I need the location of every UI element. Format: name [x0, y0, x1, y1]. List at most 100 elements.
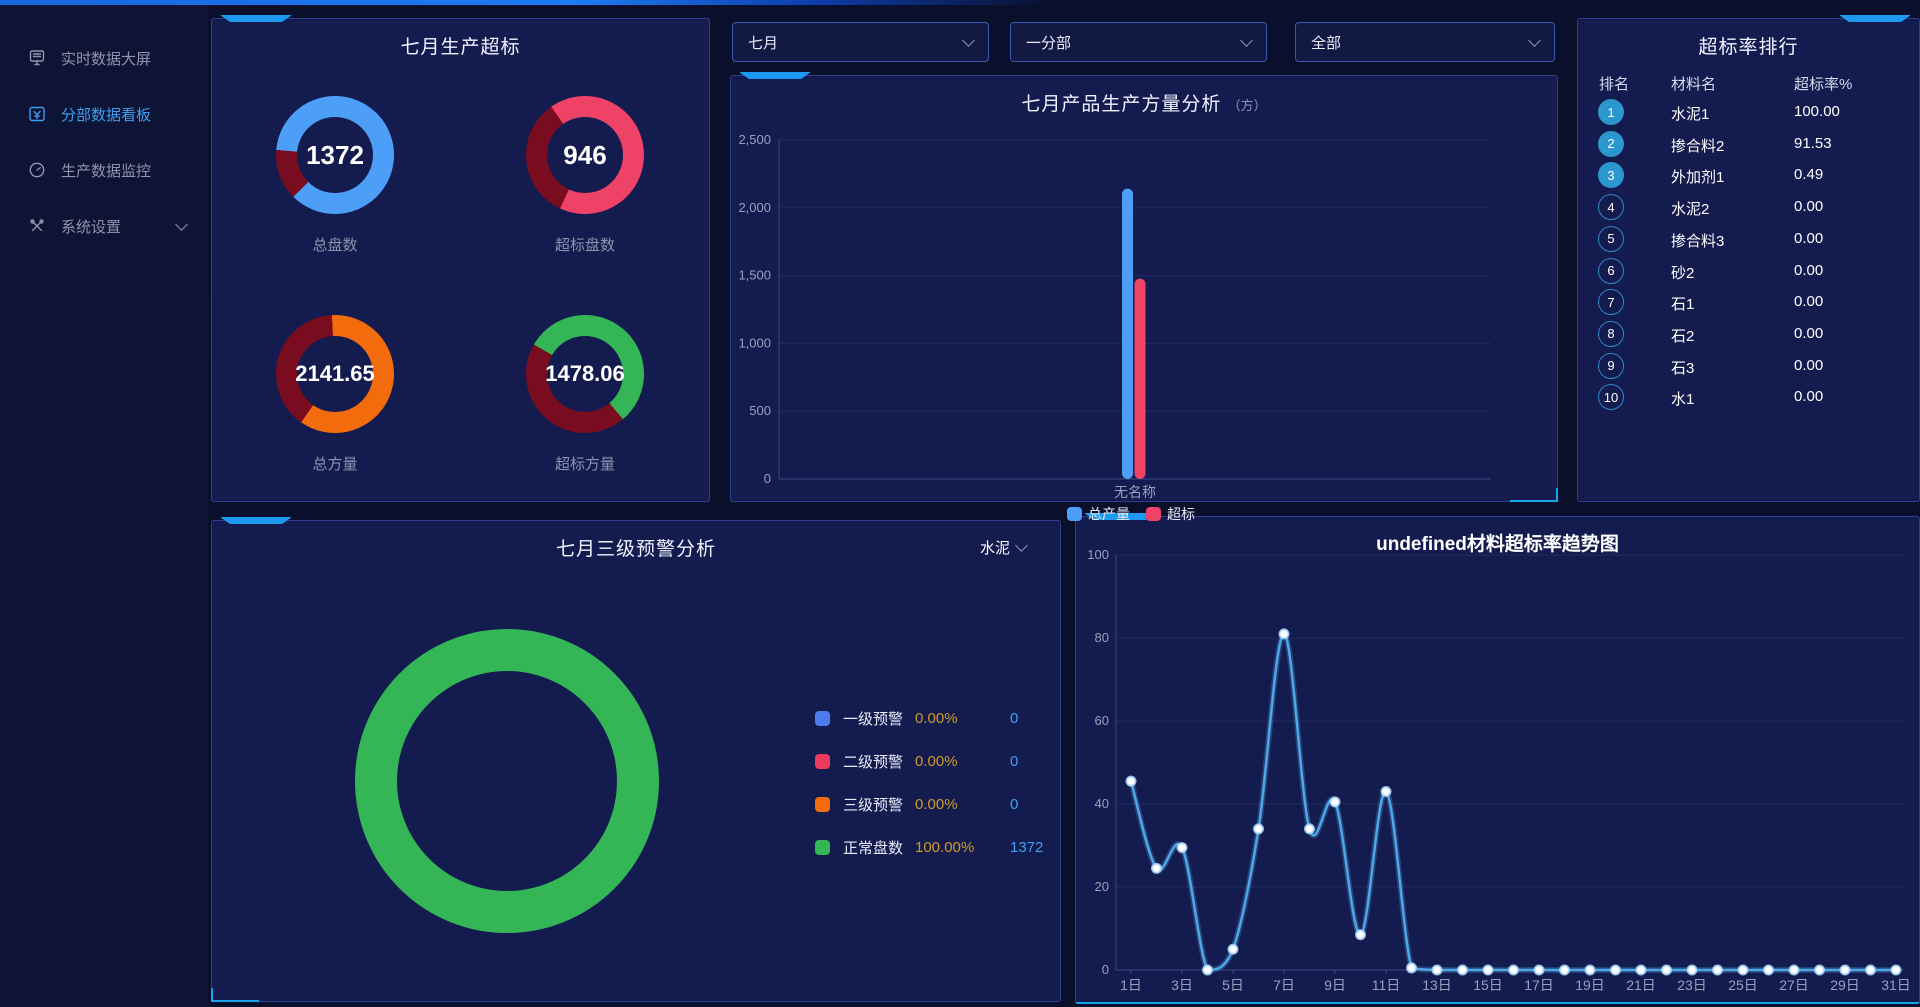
- exceed-rate: 0.49: [1794, 166, 1824, 184]
- sidebar-item-label: 生产数据监控: [61, 162, 152, 180]
- ranking-row-3: 3 外加剂1 0.49: [1578, 160, 1919, 190]
- svg-text:25日: 25日: [1728, 977, 1758, 993]
- trend-point-day-16: [1508, 964, 1519, 976]
- rank-badge: 5: [1598, 225, 1624, 252]
- chevron-down-icon: [1015, 539, 1028, 552]
- trend-point-day-11: [1380, 786, 1392, 798]
- chevron-down-icon: [175, 217, 188, 231]
- material-select[interactable]: 全部: [1295, 22, 1555, 62]
- volume-chart-title: 七月产品生产方量分析: [1021, 94, 1222, 115]
- trend-point-day-12: [1406, 962, 1417, 974]
- trend-point-day-4: [1202, 964, 1213, 976]
- svg-text:1日: 1日: [1120, 977, 1142, 993]
- svg-text:23日: 23日: [1677, 977, 1707, 993]
- panel-corner-accent: [1084, 513, 1156, 520]
- warning-material-select[interactable]: 水泥: [980, 537, 1028, 558]
- rank-badge: 8: [1598, 320, 1624, 347]
- warning-legend-item-4[interactable]: 正常盘数 100.00% 1372: [815, 837, 1043, 857]
- svg-text:19日: 19日: [1575, 977, 1605, 993]
- material-name: 水泥1: [1671, 106, 1710, 123]
- legend-swatch: [815, 839, 830, 855]
- donut-value: 1478.06: [545, 336, 625, 412]
- trend-point-day-2: [1151, 862, 1162, 874]
- trend-point-day-31: [1890, 964, 1902, 976]
- trend-point-day-21: [1635, 964, 1647, 976]
- panel-corner-accent: [1510, 488, 1558, 502]
- bar-category-label: 无名称: [1114, 484, 1156, 500]
- legend-label: 三级预警: [843, 796, 904, 814]
- exceed-rate: 0.00: [1794, 198, 1824, 216]
- legend-percent: 0.00%: [915, 795, 958, 813]
- legend-item-超标[interactable]: 超标: [1146, 504, 1195, 524]
- month-select-value: 七月: [748, 34, 779, 52]
- legend-swatch: [815, 796, 830, 812]
- svg-text:2,500: 2,500: [738, 132, 771, 147]
- rank-badge: 1: [1598, 99, 1624, 125]
- svg-text:2,000: 2,000: [738, 200, 771, 215]
- exceed-rate: 0.00: [1794, 356, 1824, 374]
- trend-point-day-3: [1176, 842, 1188, 854]
- volume-chart-legend: 总产量 超标: [1067, 504, 1195, 524]
- svg-text:9日: 9日: [1324, 977, 1346, 993]
- sidebar-item-1[interactable]: 实时数据大屏: [0, 30, 208, 86]
- chevron-down-icon: [1240, 33, 1253, 47]
- sidebar-item-3[interactable]: 生产数据监控: [0, 142, 208, 198]
- ranking-row-7: 7 石1 0.00: [1578, 287, 1919, 317]
- ranking-row-2: 2 掺合料2 91.53: [1578, 129, 1919, 159]
- trend-line-chart-svg: 0 20 40 60 80 100 1日 3日 5日 7日 9日 11日 13日 15日 17日 19日 21日…: [1087, 547, 1910, 993]
- sidebar-item-4[interactable]: 系统设置: [0, 198, 208, 254]
- donut-label: 总盘数: [312, 237, 358, 254]
- trend-point-day-5: [1227, 943, 1239, 955]
- svg-text:0: 0: [1102, 962, 1109, 977]
- legend-item-总产量[interactable]: 总产量: [1067, 504, 1130, 524]
- donut-value: 1372: [297, 117, 373, 193]
- ranking-header-3: 超标率%: [1794, 76, 1853, 93]
- warning-legend-item-3[interactable]: 三级预警 0.00% 0: [815, 794, 1018, 814]
- panel-corner-accent: [220, 15, 292, 22]
- trend-point-day-20: [1610, 964, 1621, 976]
- svg-text:21日: 21日: [1626, 977, 1656, 993]
- warning-legend-item-1[interactable]: 一级预警 0.00% 0: [815, 708, 1018, 728]
- trend-point-day-26: [1763, 964, 1774, 976]
- panel-corner-accent: [220, 517, 292, 524]
- exceed-rate: 0.00: [1794, 324, 1824, 342]
- svg-text:29日: 29日: [1830, 977, 1860, 993]
- trend-point-day-15: [1482, 964, 1494, 976]
- legend-label: 一级预警: [843, 710, 904, 728]
- trend-point-day-27: [1788, 964, 1800, 976]
- legend-percent: 100.00%: [915, 838, 975, 856]
- svg-text:1,500: 1,500: [738, 268, 771, 283]
- donut-value: 2141.65: [295, 336, 375, 412]
- trend-point-day-29: [1839, 964, 1851, 976]
- rank-badge: 10: [1598, 384, 1624, 411]
- sidebar-item-2[interactable]: 分部数据看板: [0, 86, 208, 142]
- trend-point-day-23: [1686, 964, 1698, 976]
- chevron-down-icon: [1528, 33, 1541, 47]
- ranking-row-5: 5 掺合料3 0.00: [1578, 224, 1919, 254]
- donut-ring: 946: [526, 96, 644, 214]
- legend-label: 超标: [1167, 506, 1195, 522]
- trend-point-day-14: [1457, 964, 1468, 976]
- trend-point-day-17: [1533, 964, 1545, 976]
- ranking-row-4: 4 水泥2 0.00: [1578, 192, 1919, 222]
- legend-label: 二级预警: [843, 753, 904, 771]
- sidebar-item-label: 系统设置: [61, 218, 122, 236]
- svg-text:60: 60: [1095, 713, 1109, 728]
- ranking-panel: 超标率排行 排名 材料名 超标率% 1 水泥1 100.00 2 掺合料2 91.53 3 外加剂1…: [1577, 18, 1920, 502]
- warning-legend-item-2[interactable]: 二级预警 0.00% 0: [815, 751, 1018, 771]
- material-name: 水1: [1671, 391, 1695, 409]
- legend-label: 正常盘数: [843, 839, 904, 857]
- volume-chart-unit: （方）: [1227, 98, 1267, 113]
- panel-title: 超标率排行: [1698, 37, 1799, 58]
- ranking-header-2: 材料名: [1671, 76, 1717, 93]
- chevron-down-icon: [962, 33, 975, 47]
- branch-select-value: 一分部: [1026, 34, 1072, 52]
- legend-percent: 0.00%: [915, 752, 958, 770]
- branch-select[interactable]: 一分部: [1010, 22, 1267, 62]
- exceed-rate: 0.00: [1794, 229, 1824, 247]
- panel-corner-accent: [739, 72, 811, 79]
- month-select[interactable]: 七月: [732, 22, 989, 62]
- svg-text:500: 500: [749, 403, 771, 418]
- screen-icon: [27, 48, 47, 68]
- trend-point-day-1: [1125, 775, 1137, 787]
